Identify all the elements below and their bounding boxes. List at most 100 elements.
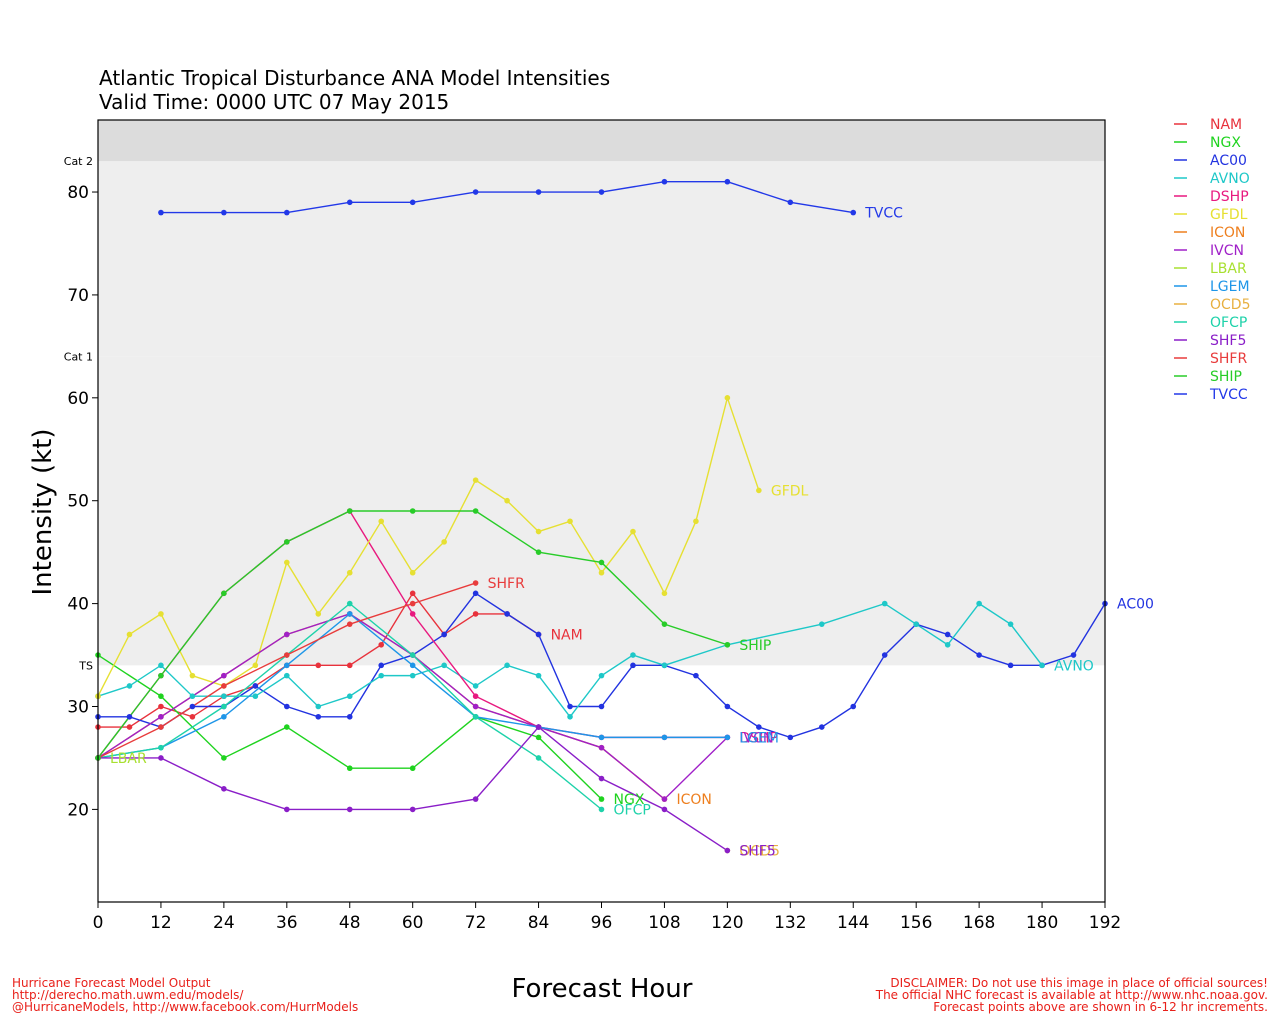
data-point-nam [378,641,385,648]
data-point-gfdl [693,518,699,525]
data-point-shf5 [158,755,164,761]
data-point-ivcn [472,703,479,710]
data-point-nam [158,703,164,710]
data-point-gfdl [567,518,573,525]
disclaimer-nhc-line: The official NHC forecast is available a… [875,988,1268,1002]
data-point-ship [472,508,479,514]
data-point-gfdl [378,518,385,525]
data-point-avno [378,672,385,679]
data-point-ac00 [881,652,888,658]
data-point-ivcn [158,713,164,720]
data-point-nam [315,662,322,669]
y-tick-label: 70 [67,286,89,306]
data-point-ofcp [158,744,164,751]
data-point-tvcc [346,199,353,206]
data-point-ac00 [850,703,857,710]
x-tick-label: 192 [1089,913,1121,933]
data-point-ship [661,621,668,627]
legend-label-avno: AVNO [1210,171,1250,187]
data-point-lgem [284,662,290,669]
legend-label-ship: SHIP [1210,369,1242,385]
data-point-avno [409,672,416,679]
data-point-gfdl [346,569,353,576]
legend-label-ivcn: IVCN [1210,243,1244,259]
legend-label-ocd5: OCD5 [1210,297,1250,313]
data-point-avno [252,693,259,700]
data-point-shfr [158,724,164,730]
data-point-ngx [409,765,416,772]
data-point-nam [346,662,353,669]
end-label-gfdl: GFDL [771,483,809,499]
data-point-avno [567,713,573,720]
footer-credit-link[interactable]: http://derecho.math.uwm.edu/models/ [12,988,244,1002]
data-point-avno [598,672,605,679]
data-point-avno [1007,621,1014,627]
data-point-lgem [724,734,731,741]
data-point-ofcp [472,713,479,720]
footer-credits: Hurricane Forecast Model Output http://d… [12,977,358,1013]
data-point-gfdl [441,539,447,545]
data-point-ivcn [221,672,227,679]
data-point-avno [126,683,133,689]
data-point-ngx [221,755,227,761]
series-line-gfdl [97,395,760,697]
data-point-tvcc [598,189,605,195]
data-point-ac00 [315,713,322,720]
end-label-nam: NAM [551,627,583,643]
data-point-shfr [284,652,290,658]
data-point-ivcn [661,796,668,802]
series-points [95,178,1108,854]
legend-label-tvcc: TVCC [1209,387,1248,403]
x-axis-label: Forecast Hour [512,974,693,1004]
x-tick-label: 0 [93,913,104,933]
data-point-ofcp [535,755,542,761]
end-label-tvcc: TVCC [864,206,903,222]
data-point-ac00 [189,703,196,710]
x-tick-label: 48 [339,913,361,933]
data-point-ofcp [346,600,353,607]
data-point-ofcp [221,703,227,710]
data-point-gfdl [630,528,636,535]
data-point-ac00 [378,662,385,669]
data-point-shf5 [661,806,668,813]
data-point-avno [504,662,510,669]
data-point-ivcn [284,631,290,638]
data-point-shfr [409,600,416,607]
x-tick-label: 168 [963,913,995,933]
data-point-ac00 [535,631,542,638]
series-line-shf5 [98,726,728,852]
legend-label-icon: ICON [1210,225,1245,241]
data-point-gfdl [598,569,605,576]
end-label-ivcn: IVCN [739,730,773,746]
data-point-ofcp [598,806,605,813]
data-point-nam [409,590,416,597]
data-point-shf5 [409,806,416,813]
data-point-lgem [661,734,668,741]
data-point-avno [346,693,353,700]
data-point-avno [441,662,447,669]
data-point-tvcc [158,209,164,216]
data-point-tvcc [724,178,731,185]
data-point-avno [1039,662,1045,669]
end-label-ship: SHIP [739,638,771,654]
data-point-ngx [158,693,164,700]
data-point-ac00 [598,703,605,710]
footer-credit-social[interactable]: @HurricaneModels, http://www.facebook.co… [12,1000,359,1014]
data-point-ship [221,590,227,597]
data-point-ac00 [472,590,479,597]
legend-label-shfr: SHFR [1210,351,1247,367]
data-point-ac00 [504,611,510,617]
data-point-avno [913,621,919,627]
data-point-avno [221,693,227,700]
data-point-gfdl [724,395,731,401]
x-tick-label: 120 [711,913,743,933]
footer-disclaimer: DISCLAIMER: Do not use this image in pla… [876,977,1268,1013]
data-point-ac00 [284,703,290,710]
x-tick-label: 156 [900,913,932,933]
data-point-dshp [472,693,479,700]
data-point-avno [661,662,668,669]
footer-credit-line: Hurricane Forecast Model Output [12,976,211,990]
data-point-gfdl [409,569,416,576]
data-point-dshp [409,611,416,617]
